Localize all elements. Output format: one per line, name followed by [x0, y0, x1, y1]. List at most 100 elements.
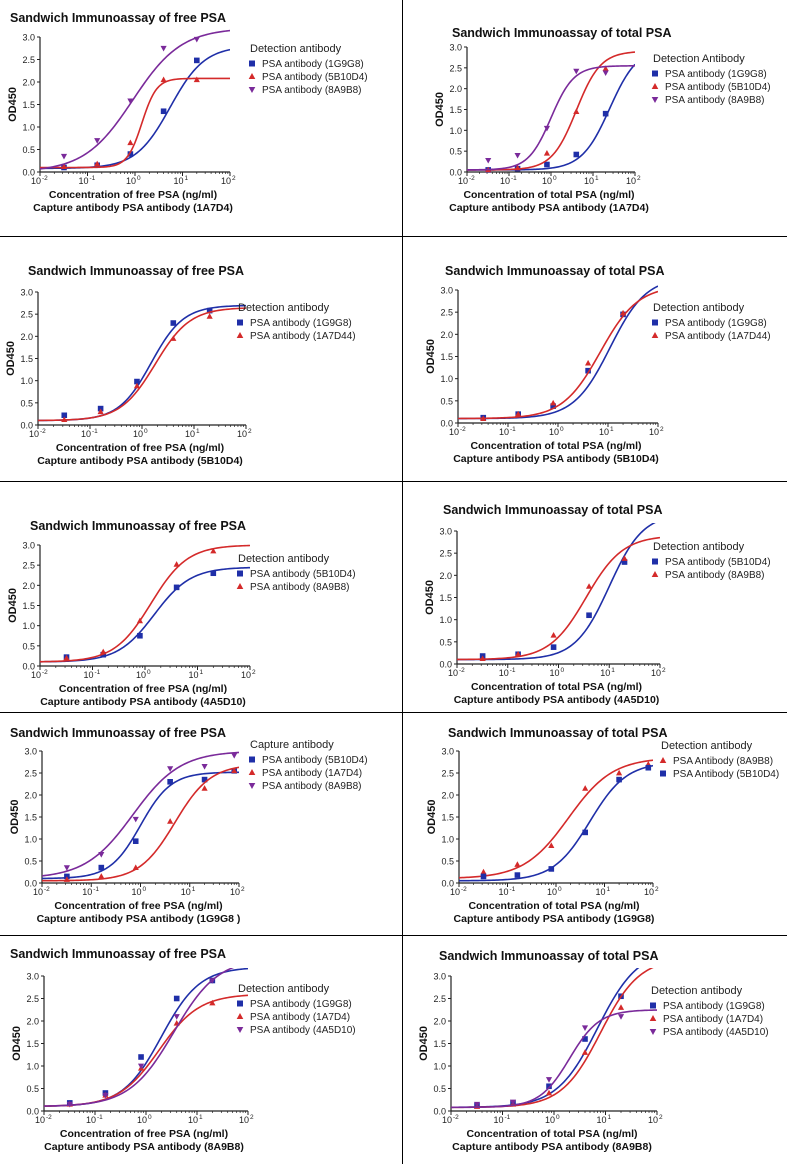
data-point: [102, 1092, 109, 1099]
x-tick-exponent: 0: [144, 428, 148, 435]
legend-title: Detection antibody: [238, 983, 330, 995]
y-tick-label: 3.0: [449, 43, 462, 53]
data-point: [573, 151, 580, 158]
y-tick-label: 3.0: [22, 33, 35, 43]
chart-title: Sandwich Immunoassay of free PSA: [10, 11, 226, 25]
chart-svg: Sandwich Immunoassay of free PSA 0.0 0.5 1.…: [7, 519, 356, 708]
y-tick-label: 2.5: [20, 310, 33, 320]
y-tick-label: 3.0: [24, 747, 37, 757]
x-tick-label: 10: [649, 427, 659, 437]
series-fit-curve: [40, 29, 230, 170]
y-tick-label: 0.0: [449, 168, 462, 178]
legend-marker: [236, 1013, 244, 1020]
x-tick-label: 10: [626, 176, 636, 186]
legend-marker: [248, 73, 256, 80]
x-tick-label: 10: [458, 176, 468, 186]
chart-title: Sandwich Immunoassay of total PSA: [445, 264, 665, 278]
x-axis-sublabel: Capture antibody PSA antibody (5B10D4): [37, 455, 243, 467]
y-tick-label: 1.0: [441, 835, 454, 845]
legend-marker: [237, 1000, 243, 1007]
data-point: [515, 651, 522, 657]
x-tick-label: 10: [498, 887, 508, 897]
x-tick-label: 10: [595, 887, 605, 897]
data-point: [63, 876, 70, 882]
chart-svg: Sandwich Immunoassay of free PSA 0.0 0.5 1.…: [9, 726, 368, 925]
x-tick-exponent: -1: [511, 175, 517, 182]
y-tick-label: 1.5: [433, 1039, 446, 1049]
series-fit-curve: [458, 290, 658, 420]
data-point: [167, 779, 173, 785]
x-axis-sublabel: Capture antibody PSA antibody (8A9B8): [44, 1141, 244, 1153]
y-tick-label: 1.0: [26, 1062, 39, 1072]
y-tick-label: 0.0: [439, 660, 452, 670]
x-tick-exponent: -2: [461, 886, 467, 893]
data-point: [137, 1063, 145, 1070]
data-point: [602, 65, 609, 72]
x-tick-label: 10: [81, 429, 91, 439]
y-tick-label: 1.0: [449, 126, 462, 136]
chart-svg: Sandwich Immunoassay of free PSA 0.0 0.5 1.…: [7, 11, 368, 214]
x-tick-label: 10: [596, 1115, 606, 1125]
data-point: [545, 1089, 553, 1096]
x-axis-label: Concentration of total PSA (ng/ml): [471, 681, 642, 693]
y-axis-label: OD450: [7, 588, 19, 623]
legend-label: PSA antibody (5B10D4): [262, 755, 368, 766]
legend-marker: [248, 769, 256, 776]
legend-title: Detection antibody: [238, 302, 330, 314]
x-tick-label: 10: [549, 668, 559, 678]
data-point: [514, 861, 521, 867]
x-tick-label: 10: [449, 427, 459, 437]
x-tick-exponent: 1: [595, 175, 599, 182]
data-point: [550, 631, 557, 638]
x-axis-label: Concentration of free PSA (ng/ml): [59, 683, 227, 695]
legend-marker: [236, 583, 244, 590]
series-fit-curve: [44, 968, 235, 1107]
x-tick-exponent: 2: [659, 1114, 663, 1121]
y-tick-label: 1.5: [441, 813, 454, 823]
x-tick-exponent: -1: [95, 669, 101, 676]
data-point: [100, 648, 107, 655]
chart-panel-9: Sandwich Immunoassay of free PSA 0.0 0.5 1.…: [0, 936, 402, 1164]
x-tick-exponent: 2: [241, 886, 245, 893]
series-fit-curve: [40, 77, 230, 169]
data-point: [173, 584, 180, 591]
y-tick-label: 2.5: [24, 769, 37, 779]
x-tick-exponent: 2: [232, 175, 236, 182]
data-point: [137, 632, 143, 639]
data-point: [160, 108, 167, 115]
x-axis-sublabel: Capture antibody PSA antibody (4A5D10): [454, 694, 660, 706]
data-point: [209, 978, 216, 984]
data-point: [619, 309, 627, 316]
x-tick-label: 10: [181, 887, 191, 897]
x-tick-label: 10: [599, 427, 609, 437]
x-tick-label: 10: [499, 668, 509, 678]
x-tick-label: 10: [78, 176, 88, 186]
y-tick-label: 0.0: [440, 419, 453, 429]
x-axis-label: Concentration of free PSA (ng/ml): [60, 1128, 228, 1140]
series-fit-curve: [42, 771, 239, 880]
legend-marker: [652, 558, 658, 565]
x-tick-label: 10: [86, 1115, 96, 1125]
data-point: [485, 157, 492, 164]
x-tick-label: 10: [35, 1115, 45, 1125]
y-axis-label: OD450: [424, 580, 436, 615]
x-tick-exponent: -1: [97, 1114, 103, 1121]
x-tick-label: 10: [136, 670, 146, 680]
legend-marker: [651, 96, 659, 103]
x-axis-label: Concentration of free PSA (ng/ml): [56, 442, 224, 454]
y-tick-label: 0.5: [26, 1084, 39, 1094]
data-point: [98, 864, 105, 871]
data-point: [61, 416, 68, 423]
y-tick-label: 2.5: [433, 994, 446, 1004]
legend-marker: [236, 332, 244, 339]
y-tick-label: 0.5: [449, 147, 462, 157]
data-point: [602, 70, 609, 77]
legend-title: Capture antibody: [250, 739, 334, 751]
x-axis-label: Concentration of total PSA (ng/ml): [470, 440, 641, 452]
x-tick-exponent: 2: [250, 1114, 254, 1121]
chart-svg: Sandwich Immunoassay of total PSA 0.0 0.5 1…: [425, 264, 771, 465]
data-point: [94, 160, 101, 167]
legend-marker: [649, 1015, 657, 1022]
chart-title: Sandwich Immunoassay of total PSA: [443, 503, 663, 517]
x-tick-exponent: 1: [185, 175, 189, 182]
